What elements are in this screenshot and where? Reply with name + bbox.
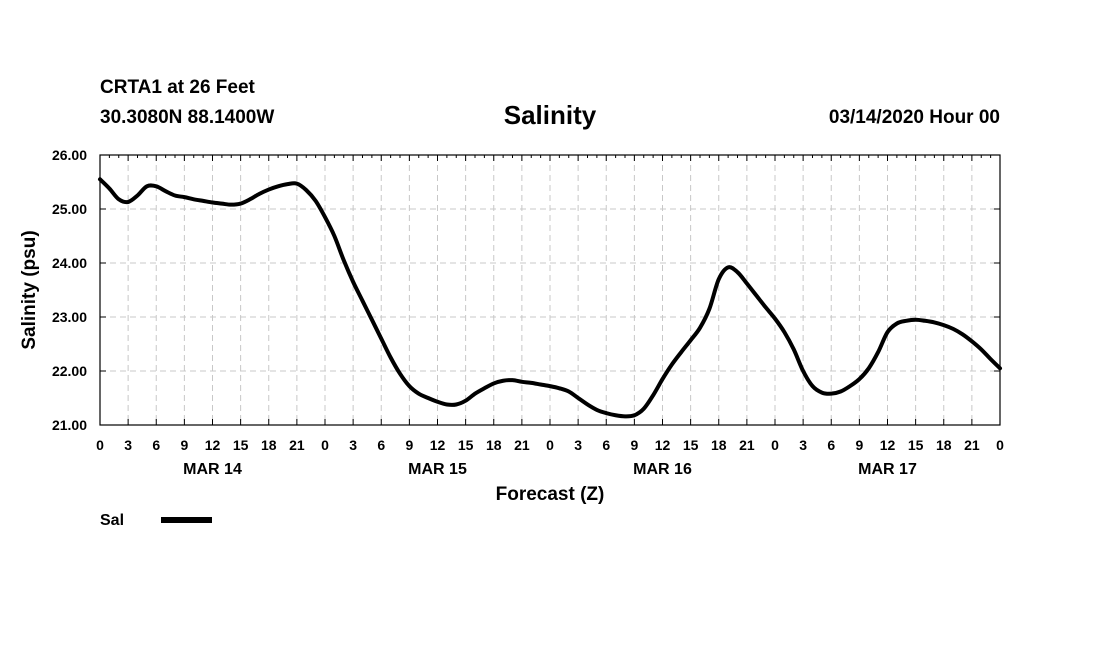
day-labels: MAR 14 MAR 15 MAR 16 MAR 17 [183, 461, 917, 478]
x-tick-label: 6 [377, 437, 385, 453]
y-axis-label: Salinity (psu) [19, 230, 40, 349]
y-tick-label: 22.00 [52, 363, 87, 379]
day-label: MAR 17 [858, 461, 917, 478]
x-tick-label: 6 [602, 437, 610, 453]
x-tick-label: 21 [739, 437, 755, 453]
x-tick-label: 15 [683, 437, 699, 453]
x-tick-label: 0 [321, 437, 329, 453]
x-tick-label: 9 [180, 437, 188, 453]
x-tick-label: 15 [233, 437, 249, 453]
x-tick-label: 3 [349, 437, 357, 453]
x-tick-label: 12 [205, 437, 221, 453]
x-tick-label: 15 [908, 437, 924, 453]
station-label: CRTA1 at 26 Feet [100, 77, 255, 98]
y-tick-label: 25.00 [52, 201, 87, 217]
y-tick-label: 23.00 [52, 309, 87, 325]
y-axis-ticks: 21.00 22.00 23.00 24.00 25.00 26.00 [52, 147, 1000, 433]
y-tick-label: 21.00 [52, 417, 87, 433]
legend-swatch [161, 517, 212, 523]
x-axis-label: Forecast (Z) [496, 484, 605, 505]
day-label: MAR 14 [183, 461, 242, 478]
x-tick-label: 9 [855, 437, 863, 453]
forecast-run-time: 03/14/2020 Hour 00 [828, 107, 1000, 128]
x-tick-label: 12 [655, 437, 671, 453]
x-tick-label: 21 [964, 437, 980, 453]
day-label: MAR 16 [633, 461, 692, 478]
x-tick-label: 18 [261, 437, 277, 453]
salinity-series-line [98, 177, 1002, 419]
x-tick-label: 21 [514, 437, 530, 453]
x-tick-label: 9 [405, 437, 413, 453]
plot-frame [99, 154, 1001, 426]
x-tick-label: 21 [289, 437, 305, 453]
x-tick-label: 12 [430, 437, 446, 453]
x-tick-label: 3 [574, 437, 582, 453]
x-tick-label: 6 [152, 437, 160, 453]
x-tick-label: 15 [458, 437, 474, 453]
x-tick-label: 18 [936, 437, 952, 453]
x-tick-label: 18 [486, 437, 502, 453]
x-tick-label: 9 [630, 437, 638, 453]
x-tick-label: 0 [96, 437, 104, 453]
x-tick-label: 0 [996, 437, 1004, 453]
y-tick-label: 24.00 [52, 255, 87, 271]
station-coordinates: 30.3080N 88.1400W [100, 107, 275, 128]
x-tick-label: 0 [546, 437, 554, 453]
x-tick-label: 0 [771, 437, 779, 453]
x-tick-label: 3 [124, 437, 132, 453]
x-tick-label: 3 [799, 437, 807, 453]
day-label: MAR 15 [408, 461, 467, 478]
chart-title: Salinity [503, 100, 597, 130]
x-tick-label: 12 [880, 437, 896, 453]
x-tick-label: 18 [711, 437, 727, 453]
x-axis-ticks: 0 3 6 9 12 15 18 21 0 3 6 9 12 15 18 21 0 3 6 9 12 15 18 21 0 3 6 9… [96, 155, 1004, 453]
legend-label: Sal [100, 512, 124, 529]
x-tick-label: 6 [827, 437, 835, 453]
y-tick-label: 26.00 [52, 147, 87, 163]
